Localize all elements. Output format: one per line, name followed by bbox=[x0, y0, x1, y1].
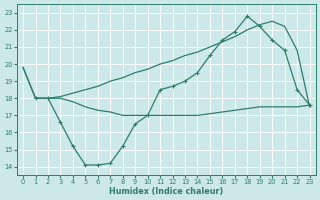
X-axis label: Humidex (Indice chaleur): Humidex (Indice chaleur) bbox=[109, 187, 223, 196]
